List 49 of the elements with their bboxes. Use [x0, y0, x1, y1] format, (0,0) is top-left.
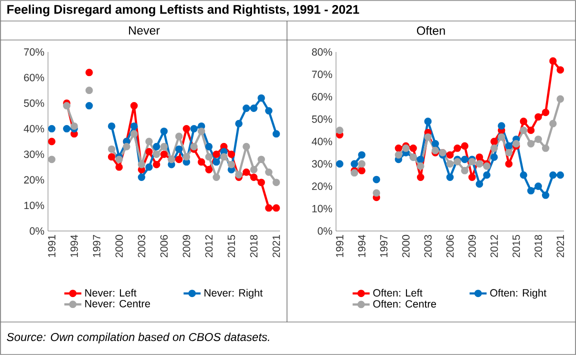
chart-subtitle: Often [416, 26, 445, 35]
y-tick-label: 10% [312, 204, 332, 212]
legend-label: Often: Right [490, 288, 546, 299]
y-tick-label: 70% [312, 70, 332, 78]
x-tick-label: 2003 [424, 234, 432, 258]
y-tick-label: 40% [312, 138, 332, 146]
y-tick-label: 40% [24, 125, 44, 132]
source-note: Source: Own compilation based on CBOS datasets. [6, 332, 270, 344]
x-tick-label: 2009 [468, 235, 476, 258]
x-tick-label: 1994 [358, 234, 366, 257]
chart-title: Feeling Disregard among Leftists and Rightists, 1991 - 2021 [7, 4, 360, 16]
y-tick-label: 0% [318, 227, 332, 235]
legend-label: Never: Left [85, 288, 136, 297]
y-tick-label: 10% [24, 202, 44, 210]
y-tick-label: 80% [312, 48, 332, 56]
x-tick-label: 1991 [336, 235, 344, 257]
y-tick-label: 60% [312, 93, 332, 100]
legend-label: Often: Left [373, 288, 422, 297]
x-tick-label: 1997 [380, 235, 388, 257]
y-tick-label: 20% [24, 176, 44, 184]
x-tick-label: 2009 [182, 235, 190, 258]
x-tick-label: 2000 [115, 234, 123, 258]
y-tick-label: 30% [312, 160, 332, 168]
x-tick-label: 1994 [70, 234, 78, 257]
x-tick-label: 2021 [272, 235, 280, 258]
x-tick-label: 2000 [402, 234, 410, 258]
legend-label: Never: Centre [85, 300, 150, 308]
y-tick-label: 0% [30, 227, 44, 235]
x-tick-label: 2012 [490, 235, 498, 258]
chart-subtitle: Never [129, 26, 160, 35]
x-tick-label: 2018 [534, 234, 542, 258]
y-tick-label: 30% [24, 150, 44, 158]
y-tick-label: 20% [312, 182, 332, 190]
x-tick-label: 2012 [205, 235, 213, 258]
x-tick-label: 1991 [48, 235, 56, 257]
x-tick-label: 2006 [160, 234, 168, 258]
y-tick-label: 50% [312, 115, 332, 123]
x-tick-label: 2015 [228, 234, 236, 258]
legend-label: Often: Centre [373, 300, 436, 308]
y-tick-label: 60% [24, 74, 44, 82]
x-tick-label: 2018 [250, 234, 258, 258]
x-tick-label: 2015 [512, 234, 520, 258]
x-tick-label: 2006 [446, 234, 454, 258]
x-tick-label: 2003 [138, 234, 146, 258]
y-tick-label: 50% [24, 99, 44, 107]
y-tick-label: 70% [24, 48, 44, 56]
legend-label: Never: Right [204, 288, 263, 299]
x-tick-label: 1997 [92, 235, 100, 257]
x-tick-label: 2021 [556, 235, 564, 258]
